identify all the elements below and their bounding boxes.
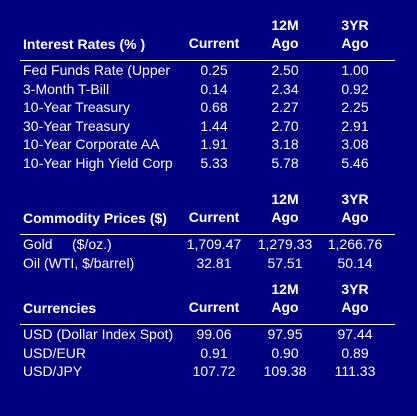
value-12m: 1,279.33 [257, 236, 313, 252]
commodity-prices-section: Commodity Prices ($) Current 12M Ago 3YR A… [20, 191, 395, 273]
divider [20, 324, 395, 325]
value-12m: 3.18 [271, 136, 299, 152]
col-current: Current [188, 209, 240, 225]
value-current: 0.25 [200, 62, 228, 78]
row-label: Oil (WTI, $/barrel) [23, 254, 135, 271]
value-3yr: 50.14 [337, 254, 373, 271]
row-label: USD (Dollar Index Spot) [23, 326, 174, 342]
row-label: 10-Year Corporate AA [23, 136, 160, 152]
col-12m-line1: 12M [271, 191, 299, 207]
table-row: Gold ($/oz.) 1,709.47 1,279.33 1,266.76 [20, 235, 395, 254]
col-3yr-line1: 3YR [341, 191, 369, 207]
table-row: 10-Year High Yield Corp 5.33 5.78 5.46 [20, 154, 395, 173]
row-label: Fed Funds Rate (Upper [23, 62, 171, 78]
value-3yr: 1,266.76 [327, 236, 383, 252]
col-12m-ago: 12M Ago [250, 280, 320, 316]
col-12m-line1: 12M [271, 281, 299, 297]
value-12m: 2.27 [271, 99, 299, 115]
row-label: 30-Year Treasury [23, 117, 130, 134]
value-12m: 97.95 [267, 326, 303, 342]
value-12m: 2.34 [271, 80, 299, 97]
divider [20, 60, 395, 61]
col-12m-line1: 12M [271, 17, 299, 33]
col-12m-ago: 12M Ago [250, 190, 320, 226]
value-12m: 0.90 [271, 344, 299, 361]
value-current: 0.14 [200, 80, 228, 97]
value-12m: 57.51 [267, 254, 303, 271]
row-label: 10-Year Treasury [23, 99, 130, 115]
table-row: 30-Year Treasury 1.44 2.70 2.91 [20, 117, 395, 136]
table-row: 10-Year Treasury 0.68 2.27 2.25 [20, 98, 395, 117]
value-3yr: 2.25 [341, 99, 369, 115]
table-row: USD/JPY 107.72 109.38 111.33 [20, 362, 395, 381]
value-3yr: 3.08 [341, 136, 369, 152]
section-title: Currencies [23, 300, 97, 316]
value-current: 107.72 [192, 363, 236, 379]
value-12m: 2.70 [271, 117, 299, 134]
interest-rates-header: Interest Rates (% ) Current 12M Ago 3YR Ag… [20, 17, 395, 60]
currencies-section: Currencies Current 12M Ago 3YR Ago USD (Do… [20, 281, 395, 381]
currencies-header: Currencies Current 12M Ago 3YR Ago [20, 281, 395, 324]
value-3yr: 2.91 [341, 117, 369, 134]
value-current: 0.68 [200, 99, 228, 115]
col-3yr-ago: 3YR Ago [320, 190, 390, 226]
value-current: 99.06 [196, 326, 232, 342]
section-title: Interest Rates (% ) [23, 36, 146, 52]
table-row: USD/EUR 0.91 0.90 0.89 [20, 344, 395, 363]
col-3yr-ago: 3YR Ago [320, 280, 390, 316]
value-current: 5.33 [200, 154, 228, 171]
value-current: 1,709.47 [186, 236, 242, 252]
value-3yr: 97.44 [337, 326, 373, 342]
table-row: Fed Funds Rate (Upper 0.25 2.50 1.00 [20, 61, 395, 80]
col-3yr-line2: Ago [341, 209, 369, 225]
col-3yr-line2: Ago [341, 299, 369, 315]
col-12m-line2: Ago [271, 209, 299, 225]
col-3yr-line1: 3YR [341, 281, 369, 297]
section-title: Commodity Prices ($) [23, 210, 167, 226]
col-3yr-line2: Ago [341, 35, 369, 51]
value-current: 32.81 [196, 254, 232, 271]
divider [20, 234, 395, 235]
col-3yr-ago: 3YR Ago [320, 16, 390, 52]
col-12m-ago: 12M Ago [250, 16, 320, 52]
value-current: 1.91 [200, 136, 228, 152]
table-row: USD (Dollar Index Spot) 99.06 97.95 97.4… [20, 325, 395, 344]
row-label: 3-Month T-Bill [23, 80, 110, 97]
col-current: Current [188, 299, 240, 315]
interest-rates-section: Interest Rates (% ) Current 12M Ago 3YR Ag… [20, 17, 395, 173]
commodity-prices-header: Commodity Prices ($) Current 12M Ago 3YR A… [20, 191, 395, 234]
value-12m: 2.50 [271, 62, 299, 78]
value-3yr: 1.00 [341, 62, 369, 78]
row-label: USD/EUR [23, 344, 87, 361]
value-current: 1.44 [200, 117, 228, 134]
value-12m: 109.38 [263, 363, 307, 379]
table-row: Oil (WTI, $/barrel) 32.81 57.51 50.14 [20, 254, 395, 273]
row-label: 10-Year High Yield Corp [23, 154, 173, 171]
row-label: USD/JPY [23, 363, 83, 379]
col-12m-line2: Ago [271, 35, 299, 51]
col-12m-line2: Ago [271, 299, 299, 315]
table-row: 10-Year Corporate AA 1.91 3.18 3.08 [20, 135, 395, 154]
value-3yr: 5.46 [341, 154, 369, 171]
value-3yr: 111.33 [334, 363, 376, 379]
value-12m: 5.78 [271, 154, 299, 171]
col-3yr-line1: 3YR [341, 17, 369, 33]
value-current: 0.91 [200, 344, 228, 361]
table-row: 3-Month T-Bill 0.14 2.34 0.92 [20, 80, 395, 99]
value-3yr: 0.89 [341, 344, 369, 361]
row-label: Gold ($/oz.) [23, 236, 112, 252]
col-current: Current [188, 35, 240, 51]
value-3yr: 0.92 [341, 80, 369, 97]
